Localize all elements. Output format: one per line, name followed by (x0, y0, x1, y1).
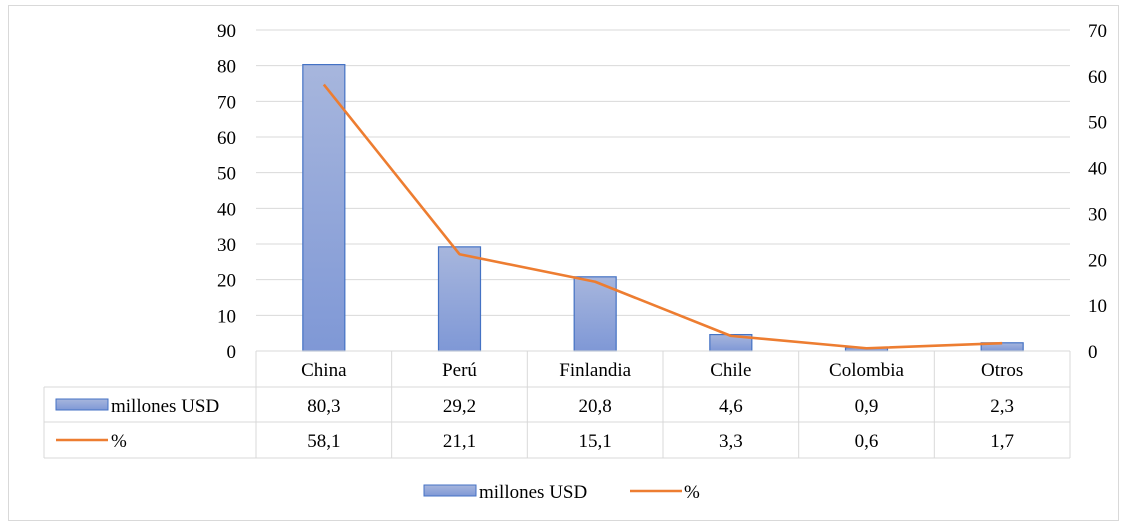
legend: millones USD% (423, 482, 700, 503)
table-cell: 29,2 (443, 396, 476, 417)
series-line (322, 83, 1003, 350)
y-tick-label-left: 70 (217, 92, 236, 113)
y-tick-label-left: 10 (217, 306, 236, 327)
table-cell: 1,7 (990, 431, 1014, 452)
x-tick-label: Perú (442, 360, 477, 381)
table-cell: 58,1 (307, 431, 340, 452)
bar (437, 246, 482, 352)
table-cell: 80,3 (307, 396, 340, 417)
table-cell: 0,9 (855, 396, 879, 417)
legend-label: % (684, 482, 700, 503)
table-cell: 21,1 (443, 431, 476, 452)
table-cell: 20,8 (579, 396, 612, 417)
gridlines (256, 29, 1070, 352)
y-tick-label-left: 60 (217, 128, 236, 149)
x-tick-label: Otros (981, 360, 1023, 381)
y-tick-label-left: 20 (217, 271, 236, 292)
line-series (322, 83, 1003, 350)
table-cell: 2,3 (990, 396, 1014, 417)
legend-key-bar (55, 398, 109, 411)
y-tick-label-right: 0 (1088, 342, 1098, 363)
y-axis-left: 0 10 20 30 40 50 60 70 80 90 (217, 21, 236, 363)
legend-key-bar (423, 484, 477, 497)
y-tick-label-left: 30 (217, 235, 236, 256)
table-cell: 3,3 (719, 431, 743, 452)
legend-label: millones USD (479, 482, 587, 503)
y-tick-label-right: 70 (1088, 21, 1107, 42)
bar (302, 63, 346, 352)
x-tick-label: Chile (710, 360, 751, 381)
y-tick-label-left: 90 (217, 21, 236, 42)
y-axis-right: 0 10 20 30 40 50 60 70 (1088, 21, 1107, 363)
table-row-header: % (111, 431, 127, 452)
y-tick-label-left: 80 (217, 57, 236, 78)
y-tick-label-right: 40 (1088, 159, 1107, 180)
y-tick-label-right: 50 (1088, 113, 1107, 134)
table-cell: 15,1 (579, 431, 612, 452)
table-row-header: millones USD (111, 396, 219, 417)
y-tick-label-right: 30 (1088, 204, 1107, 225)
table-cell: 4,6 (719, 396, 743, 417)
y-tick-label-right: 60 (1088, 67, 1107, 88)
y-tick-label-left: 40 (217, 199, 236, 220)
y-tick-label-left: 50 (217, 164, 236, 185)
bar (573, 276, 617, 352)
y-tick-label-right: 20 (1088, 250, 1107, 271)
x-tick-label: Finlandia (559, 360, 631, 381)
table-cell: 0,6 (855, 431, 879, 452)
x-tick-label: Colombia (829, 360, 905, 381)
x-tick-label: China (301, 360, 347, 381)
data-table: China Perú Finlandia Chile Colombia Otros 80,3… (43, 350, 1071, 459)
y-tick-label-left: 0 (227, 342, 237, 363)
y-tick-label-right: 10 (1088, 296, 1107, 317)
